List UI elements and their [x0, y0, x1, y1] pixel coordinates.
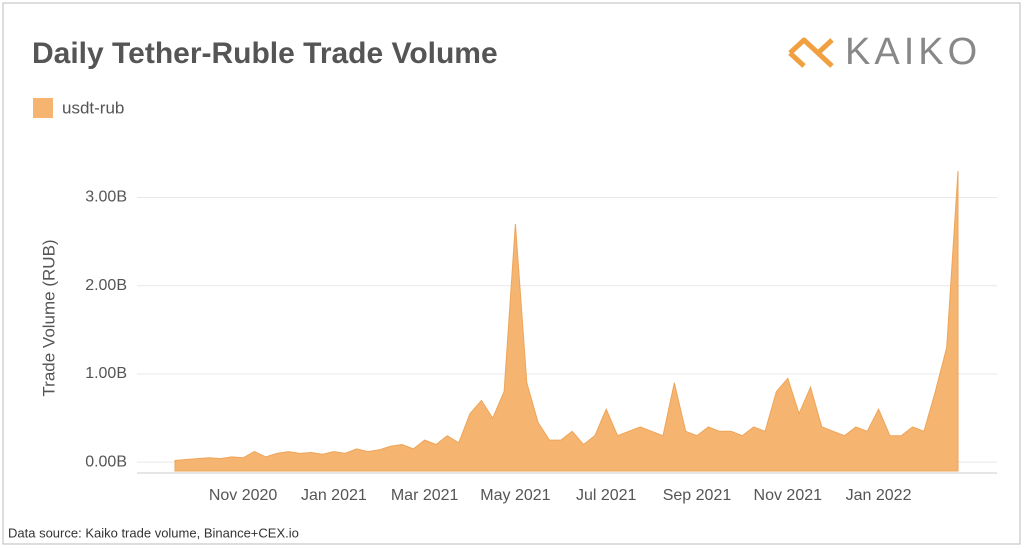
y-tick-label: 0.00B — [85, 453, 127, 470]
y-tick-label: 3.00B — [85, 189, 127, 206]
chart-title: Daily Tether-Ruble Trade Volume — [32, 37, 498, 70]
x-tick-label: Nov 2020 — [209, 487, 278, 504]
legend-swatch — [33, 98, 53, 118]
x-tick-label: Jul 2021 — [576, 487, 637, 504]
legend-label: usdt-rub — [62, 98, 124, 117]
y-tick-label: 1.00B — [85, 365, 127, 382]
y-tick-label: 2.00B — [85, 277, 127, 294]
area — [174, 170, 959, 472]
x-tick-label: Mar 2021 — [391, 487, 459, 504]
source-note: Data source: Kaiko trade volume, Binance… — [8, 525, 299, 540]
x-tick-label: May 2021 — [480, 487, 550, 504]
logo-icon — [788, 37, 834, 68]
logo-text: KAIKO — [845, 31, 981, 73]
x-tick-label: Sep 2021 — [663, 487, 732, 504]
x-tick-label: Jan 2022 — [846, 487, 912, 504]
x-tick-label: Nov 2021 — [754, 487, 823, 504]
y-axis-title: Trade Volume (RUB) — [39, 239, 58, 396]
x-tick-label: Jan 2021 — [301, 487, 367, 504]
